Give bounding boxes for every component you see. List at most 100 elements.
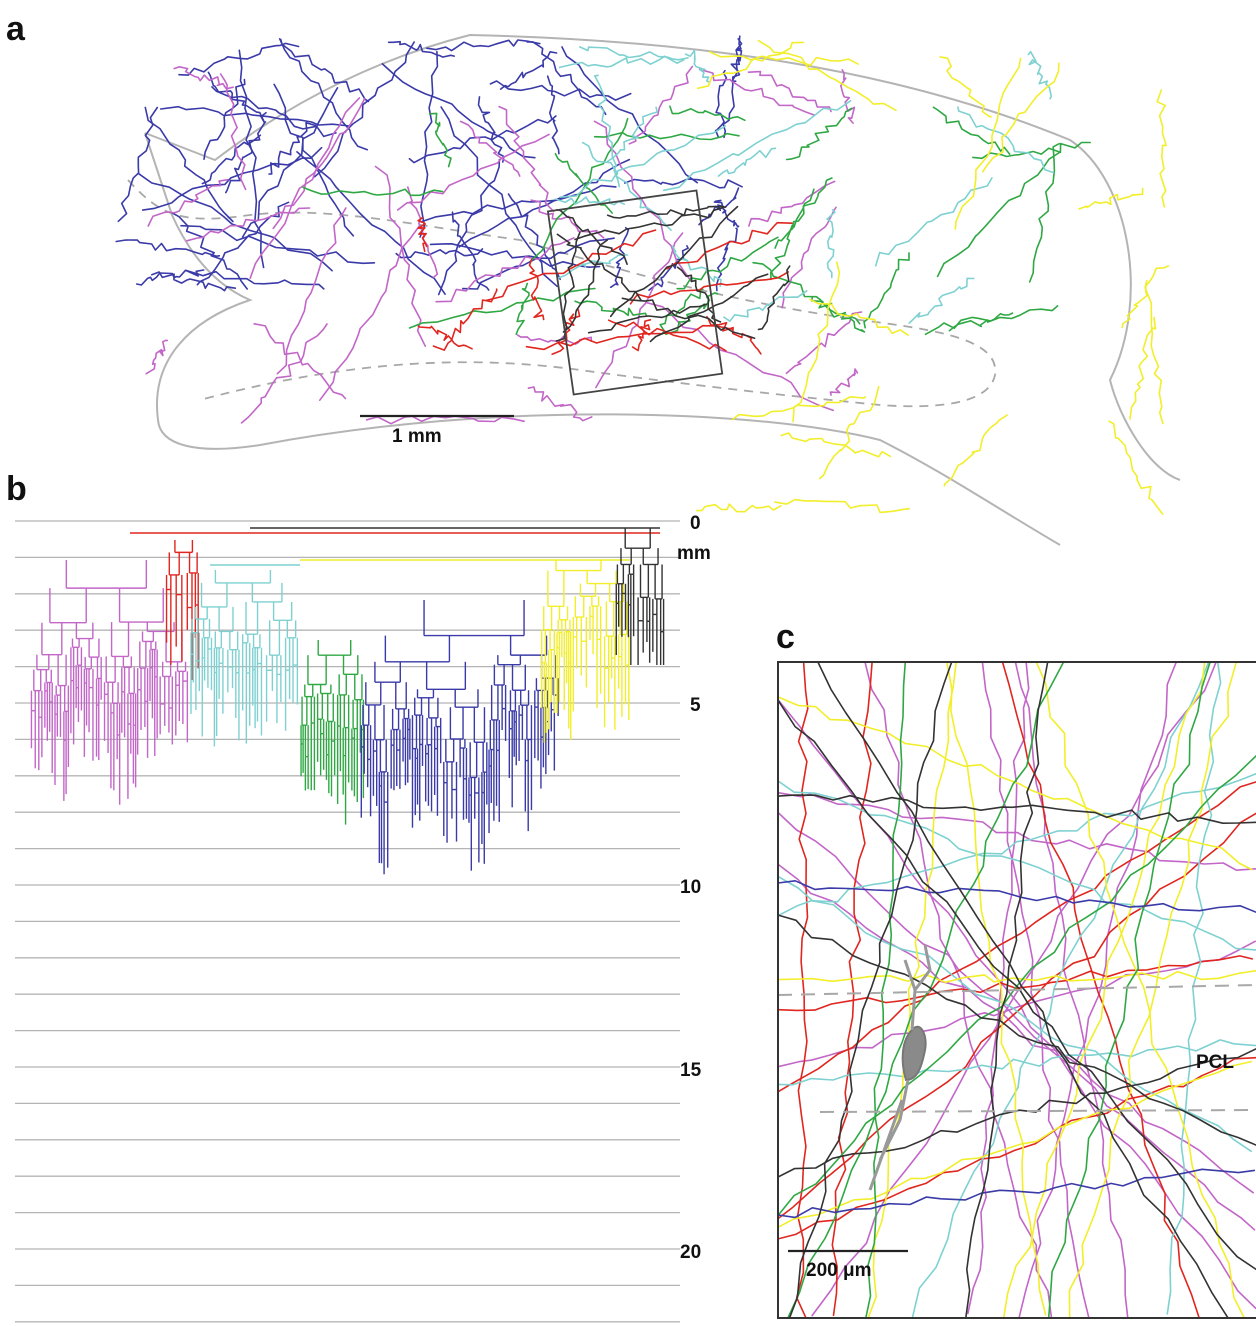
magenta-fiber <box>276 207 347 375</box>
blue-fiber <box>546 75 560 155</box>
magenta-fiber <box>748 180 836 227</box>
cerebellum-outline <box>144 33 1181 546</box>
yellow-fiber <box>946 662 1047 1316</box>
blue-fiber <box>238 49 265 269</box>
cyan-fiber <box>826 209 836 279</box>
yellow-fiber <box>708 51 859 67</box>
blue-fiber <box>387 40 456 58</box>
magenta-fiber <box>645 301 834 412</box>
pcl-label: PCL <box>1196 1052 1234 1073</box>
blue-fiber <box>526 41 607 116</box>
pcl-boundary-lower <box>819 1109 1256 1113</box>
black-fiber <box>574 206 727 241</box>
yellow-fiber <box>1078 187 1144 210</box>
green-fiber <box>302 186 444 197</box>
cyan-fiber <box>579 46 689 61</box>
yellow-fiber <box>696 503 782 513</box>
blue-fiber <box>241 87 339 238</box>
panel-c-label: c <box>776 618 795 656</box>
yellow-fiber <box>867 662 957 1318</box>
green-fiber <box>778 754 1256 1217</box>
magenta-fiber <box>747 70 832 113</box>
red-fiber <box>528 258 545 321</box>
red-fiber <box>629 271 789 305</box>
depth-gridlines <box>15 520 680 1323</box>
yellow-fiber <box>1129 316 1157 420</box>
blue-fiber <box>159 105 351 127</box>
blue-fiber <box>507 193 561 281</box>
blue-fiber <box>381 63 536 159</box>
blue-fiber <box>477 96 505 163</box>
cyan-fiber <box>717 147 777 177</box>
cyan-fiber <box>911 662 1210 1318</box>
magenta-fiber <box>435 237 575 303</box>
magenta-fiber <box>981 662 1090 1318</box>
green-fiber <box>593 131 740 141</box>
blue-fiber <box>426 39 541 52</box>
cyan-fiber <box>723 290 808 322</box>
yellow-fiber <box>939 56 992 118</box>
yellow-fiber <box>1035 662 1246 1318</box>
depth-label-5: 5 <box>690 695 701 716</box>
panel-b: b 0 mm 5 10 15 20 <box>6 470 711 1323</box>
depth-label-0: 0 <box>690 513 701 534</box>
green-fiber <box>1028 142 1060 283</box>
cyan-fiber <box>1027 50 1053 100</box>
blue-fiber <box>440 106 558 288</box>
blue-fiber <box>171 212 248 290</box>
yellow-fiber <box>757 39 897 112</box>
blue-fiber <box>419 50 439 238</box>
magenta-fiber <box>839 69 856 124</box>
blue-fiber <box>395 248 484 259</box>
red-fiber <box>432 288 498 351</box>
black-fiber <box>757 265 791 331</box>
yellow-fiber <box>792 261 841 423</box>
black-fiber <box>556 233 642 302</box>
yellow-fiber <box>809 298 909 336</box>
cyan-fiber <box>957 106 1055 174</box>
purkinje-cell-soma <box>901 1025 927 1082</box>
yellow-fiber <box>778 1060 1252 1229</box>
black-fiber <box>778 699 1256 1271</box>
yellow-fiber <box>697 41 805 90</box>
depth-label-20: 20 <box>680 1242 701 1263</box>
cyan-fiber <box>662 100 852 192</box>
yellow-fiber <box>778 969 1256 984</box>
cyan-fiber <box>554 196 626 206</box>
magenta-fiber <box>365 415 525 425</box>
cyan-fiber <box>778 875 1252 1153</box>
red-fiber <box>706 315 762 355</box>
cyan-fiber <box>606 106 658 163</box>
green-fiber <box>972 141 1091 160</box>
blue-fiber <box>713 199 740 228</box>
cyan-fiber <box>778 772 1256 917</box>
blue-fiber <box>278 38 369 151</box>
blue-fiber <box>144 106 234 223</box>
magenta-fiber <box>173 66 234 90</box>
black-fiber <box>556 209 628 265</box>
red-fiber <box>417 325 473 350</box>
scale-bar-c-label: 200 μm <box>806 1260 872 1281</box>
blue-fiber <box>420 184 617 223</box>
magenta-fiber <box>781 206 837 309</box>
magenta-fiber <box>864 662 1053 1318</box>
cyan-fiber <box>558 55 685 69</box>
magenta-fiber <box>253 323 347 400</box>
blue-fiber <box>225 111 267 194</box>
magenta-fiber <box>145 339 169 375</box>
blue-fiber <box>731 35 743 82</box>
blue-fiber <box>462 237 615 290</box>
blue-fiber <box>280 38 370 103</box>
green-fiber <box>659 288 704 335</box>
black-fiber <box>964 662 1049 1318</box>
blue-fiber <box>201 134 262 185</box>
green-fiber <box>774 177 833 249</box>
magenta-fiber <box>498 105 555 213</box>
green-fiber <box>408 287 596 329</box>
red-fiber <box>778 781 1256 1093</box>
blue-fiber <box>698 187 740 226</box>
black-fiber <box>609 205 739 318</box>
green-fiber <box>574 300 648 317</box>
blue-fiber <box>203 78 246 160</box>
blue-fiber <box>268 121 317 175</box>
